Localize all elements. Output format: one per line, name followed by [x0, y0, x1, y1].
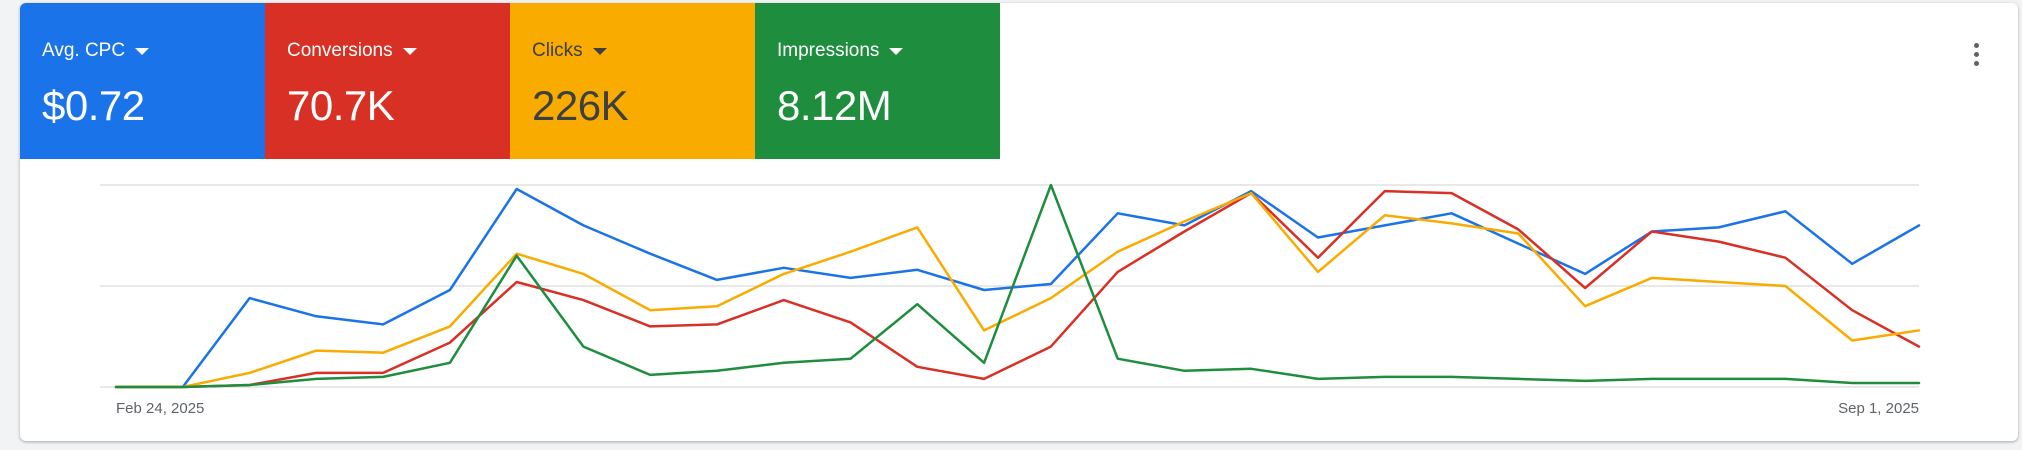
more-vert-icon[interactable]: [1964, 37, 1988, 71]
series-line-impressions: [114, 183, 1921, 389]
metric-tile-value: 70.7K: [287, 82, 395, 129]
dropdown-arrow-icon[interactable]: [889, 47, 904, 55]
metric-tile-clicks[interactable]: Clicks 226K: [510, 3, 755, 159]
series-line-clicks: [114, 191, 1921, 389]
metric-tile-avg-cpc[interactable]: Avg. CPC $0.72: [20, 3, 265, 159]
series-layer: [114, 183, 1921, 389]
dropdown-arrow-icon[interactable]: [402, 47, 417, 55]
dropdown-arrow-icon[interactable]: [592, 47, 607, 55]
x-axis-end-label: Sep 1, 2025: [1838, 400, 1919, 417]
metric-tile-value: $0.72: [42, 82, 145, 129]
metric-tiles: Avg. CPC $0.72 Conversions 70.7K Clicks …: [20, 3, 1000, 159]
dropdown-arrow-icon[interactable]: [135, 47, 150, 55]
metric-tile-value: 226K: [532, 82, 629, 129]
metric-tile-value: 8.12M: [777, 82, 892, 129]
performance-card: Avg. CPC $0.72 Conversions 70.7K Clicks …: [20, 3, 2018, 441]
metric-tile-label: Impressions: [777, 40, 880, 61]
metric-tile-label: Avg. CPC: [42, 40, 126, 61]
line-chart: Feb 24, 2025 Sep 1, 2025: [100, 183, 1921, 417]
series-line-avg-cpc: [114, 187, 1921, 389]
metric-tile-label: Clicks: [532, 40, 583, 61]
x-axis-start-label: Feb 24, 2025: [116, 400, 204, 417]
series-line-conversions: [114, 189, 1921, 389]
metric-tile-label: Conversions: [287, 40, 393, 61]
metric-tile-impressions[interactable]: Impressions 8.12M: [755, 3, 1000, 159]
metric-tile-conversions[interactable]: Conversions 70.7K: [265, 3, 510, 159]
